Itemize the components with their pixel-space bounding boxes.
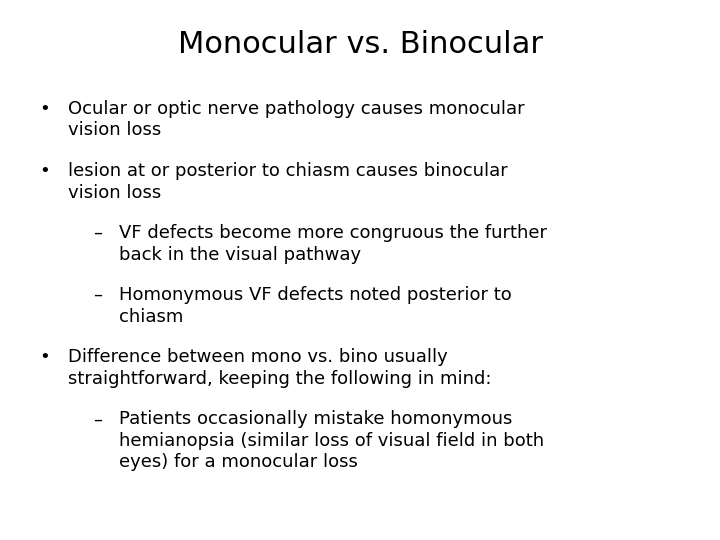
Text: –: – — [94, 410, 103, 428]
Text: Patients occasionally mistake homonymous
hemianopsia (similar loss of visual fie: Patients occasionally mistake homonymous… — [119, 410, 544, 471]
Text: •: • — [40, 100, 50, 118]
Text: Homonymous VF defects noted posterior to
chiasm: Homonymous VF defects noted posterior to… — [119, 286, 511, 326]
Text: lesion at or posterior to chiasm causes binocular
vision loss: lesion at or posterior to chiasm causes … — [68, 162, 508, 201]
Text: –: – — [94, 224, 103, 242]
Text: Monocular vs. Binocular: Monocular vs. Binocular — [178, 30, 542, 59]
Text: •: • — [40, 348, 50, 366]
Text: VF defects become more congruous the further
back in the visual pathway: VF defects become more congruous the fur… — [119, 224, 546, 264]
Text: •: • — [40, 162, 50, 180]
Text: –: – — [94, 286, 103, 304]
Text: Difference between mono vs. bino usually
straightforward, keeping the following : Difference between mono vs. bino usually… — [68, 348, 492, 388]
Text: Ocular or optic nerve pathology causes monocular
vision loss: Ocular or optic nerve pathology causes m… — [68, 100, 525, 139]
